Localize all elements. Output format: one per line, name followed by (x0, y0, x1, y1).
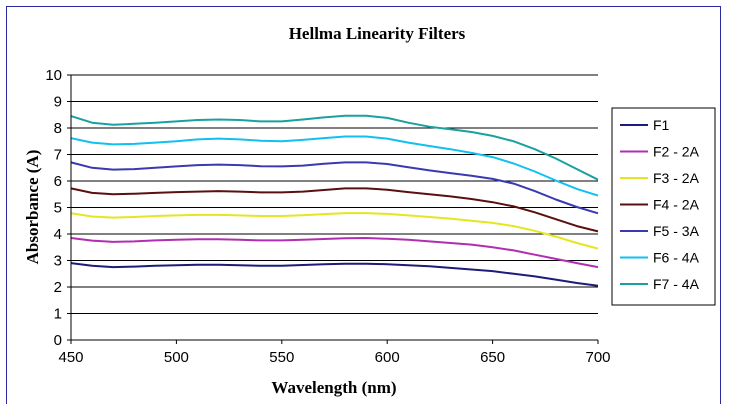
legend-label: F7 - 4A (653, 276, 700, 292)
x-axis-label: Wavelength (nm) (271, 378, 396, 397)
chart-frame (6, 6, 721, 404)
y-tick-label: 4 (54, 226, 62, 243)
axes (67, 74, 599, 344)
y-tick-label: 6 (54, 173, 62, 190)
y-tick-labels: 0 1 2 3 4 5 6 7 8 9 10 (45, 67, 62, 349)
legend-label: F4 - 2A (653, 197, 700, 213)
y-tick-label: 2 (54, 279, 62, 296)
series-line-6 (70, 135, 599, 197)
series-line-2 (70, 237, 599, 269)
y-tick-label: 10 (45, 67, 62, 84)
series-line-4 (70, 187, 599, 233)
legend-label: F1 (653, 117, 670, 133)
y-tick-label: 9 (54, 94, 62, 111)
x-tick-label: 650 (480, 349, 505, 366)
legend: F1 F2 - 2A F3 - 2A F4 - 2A F5 - 3A F6 - 4A F7 … (611, 107, 716, 306)
series-line-1 (70, 262, 599, 287)
y-tick-label: 7 (54, 147, 62, 164)
legend-label: F5 - 3A (653, 223, 700, 239)
y-tick-label: 0 (54, 332, 62, 349)
series-lines (70, 114, 599, 287)
legend-box (611, 107, 716, 306)
y-tick-label: 5 (54, 200, 62, 217)
y-tick-label: 8 (54, 120, 62, 137)
y-axis-label: Absorbance (A) (23, 150, 42, 265)
series-line-7 (70, 114, 599, 181)
legend-label: F6 - 4A (653, 250, 700, 266)
legend-items: F1 F2 - 2A F3 - 2A F4 - 2A F5 - 3A F6 - 4A F7 … (620, 117, 700, 292)
gridlines (71, 74, 598, 314)
x-tick-label: 500 (164, 349, 189, 366)
series-line-3 (70, 212, 599, 250)
chart-title: Hellma Linearity Filters (289, 24, 466, 43)
x-tick-label: 550 (269, 349, 294, 366)
x-tick-label: 450 (58, 349, 83, 366)
legend-label: F2 - 2A (653, 144, 700, 160)
y-tick-label: 3 (54, 253, 62, 270)
y-tick-label: 1 (54, 306, 62, 323)
x-tick-label: 700 (585, 349, 610, 366)
x-tick-labels: 450 500 550 600 650 700 (58, 349, 610, 366)
legend-label: F3 - 2A (653, 170, 700, 186)
series-line-5 (70, 161, 599, 215)
x-tick-label: 600 (375, 349, 400, 366)
